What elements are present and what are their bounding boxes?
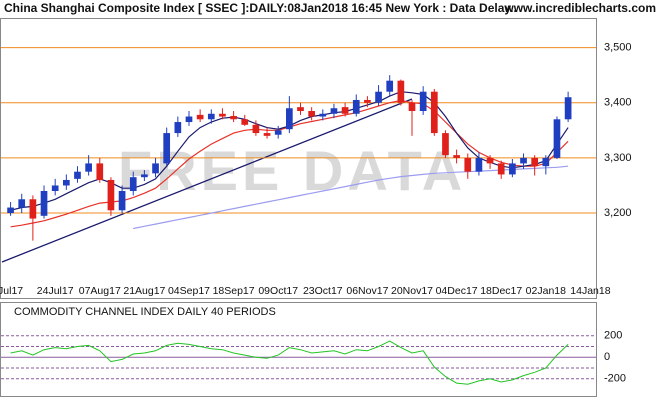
candle-body — [475, 157, 483, 172]
cci-panel — [0, 302, 597, 397]
candle-body — [542, 157, 550, 167]
candle-body — [419, 91, 427, 112]
y-tick-label: 3,400 — [604, 97, 632, 109]
candle-body — [85, 163, 92, 172]
candle-body — [252, 124, 260, 134]
candle-body — [230, 115, 237, 120]
candle-body — [29, 199, 37, 219]
y-tick-label: 3,200 — [604, 207, 632, 219]
candle-body — [386, 80, 394, 92]
candle-body — [163, 133, 171, 164]
candle-body — [185, 116, 193, 123]
source: www.incrediblecharts.com — [503, 1, 656, 15]
candle-body — [364, 99, 371, 103]
x-tick-label: 04Dec17 — [436, 285, 478, 297]
series-line — [10, 340, 569, 385]
candle-body — [51, 185, 59, 191]
candle-body — [430, 91, 438, 134]
candle-body — [196, 114, 204, 120]
x-tick-label: 06Nov17 — [346, 285, 388, 297]
candle-body — [219, 113, 226, 117]
y-tick-label: 3,500 — [604, 41, 632, 53]
trendline — [1, 98, 413, 263]
candle-body — [7, 207, 14, 214]
y-tick-label: 3,300 — [604, 152, 632, 164]
x-tick-label: 21Aug17 — [123, 285, 165, 297]
candle-body — [397, 80, 405, 103]
candle-body — [107, 179, 115, 211]
candle-body — [62, 179, 70, 186]
candle-body — [553, 119, 561, 158]
candle-body — [520, 157, 527, 164]
candle-body — [341, 107, 349, 114]
candle-body — [486, 157, 494, 164]
chart-title: China Shanghai Composite Index [ SSEC ]:… — [4, 1, 517, 15]
candle-body — [564, 97, 572, 120]
candle-body — [453, 155, 460, 158]
y-tick-label: 200 — [604, 330, 622, 342]
x-tick-label: 24Jul17 — [37, 285, 74, 297]
x-tick-label: 18Sep17 — [213, 285, 255, 297]
candle-body — [129, 177, 137, 191]
candle-body — [18, 199, 26, 208]
candle-body — [152, 163, 159, 174]
candle-body — [297, 107, 304, 112]
candle-body — [207, 113, 215, 120]
candle-body — [141, 174, 148, 178]
candle-body — [241, 119, 249, 125]
x-tick-label: 02Jan18 — [526, 285, 566, 297]
candle-body — [308, 111, 315, 117]
candle-body — [464, 157, 472, 172]
x-tick-label: 07Aug17 — [79, 285, 121, 297]
candle-body — [375, 91, 382, 103]
candle-body — [286, 108, 293, 130]
series-line — [133, 165, 569, 230]
candle-body — [531, 157, 539, 167]
candle-body — [274, 130, 282, 135]
candle-body — [509, 163, 516, 175]
candle-body — [96, 163, 104, 180]
y-tick-label: 0 — [604, 351, 610, 363]
x-tick-label: 18Dec17 — [480, 285, 522, 297]
candle-body — [263, 133, 271, 136]
candle-body — [497, 163, 505, 175]
candle-body — [40, 190, 48, 216]
x-tick-label: 14Jan18 — [570, 285, 610, 297]
price-panel — [0, 18, 597, 299]
watermark: FREE DATA — [118, 139, 466, 202]
candle-body — [442, 133, 449, 156]
x-tick-label: 04Sep17 — [168, 285, 210, 297]
candle-body — [74, 171, 81, 179]
candle-body — [330, 108, 338, 114]
candle-body — [118, 190, 126, 211]
y-tick-label: -200 — [604, 373, 626, 385]
x-tick-label: Jul17 — [0, 285, 23, 297]
x-tick-label: 23Oct17 — [303, 285, 343, 297]
candle-body — [408, 102, 416, 112]
candle-body — [352, 99, 360, 114]
x-tick-label: 09Oct17 — [258, 285, 298, 297]
candle-body — [319, 113, 327, 117]
candle-body — [174, 122, 182, 134]
x-tick-label: 20Nov17 — [391, 285, 433, 297]
cci-title: COMMODITY CHANNEL INDEX DAILY 40 PERIODS — [14, 306, 276, 318]
